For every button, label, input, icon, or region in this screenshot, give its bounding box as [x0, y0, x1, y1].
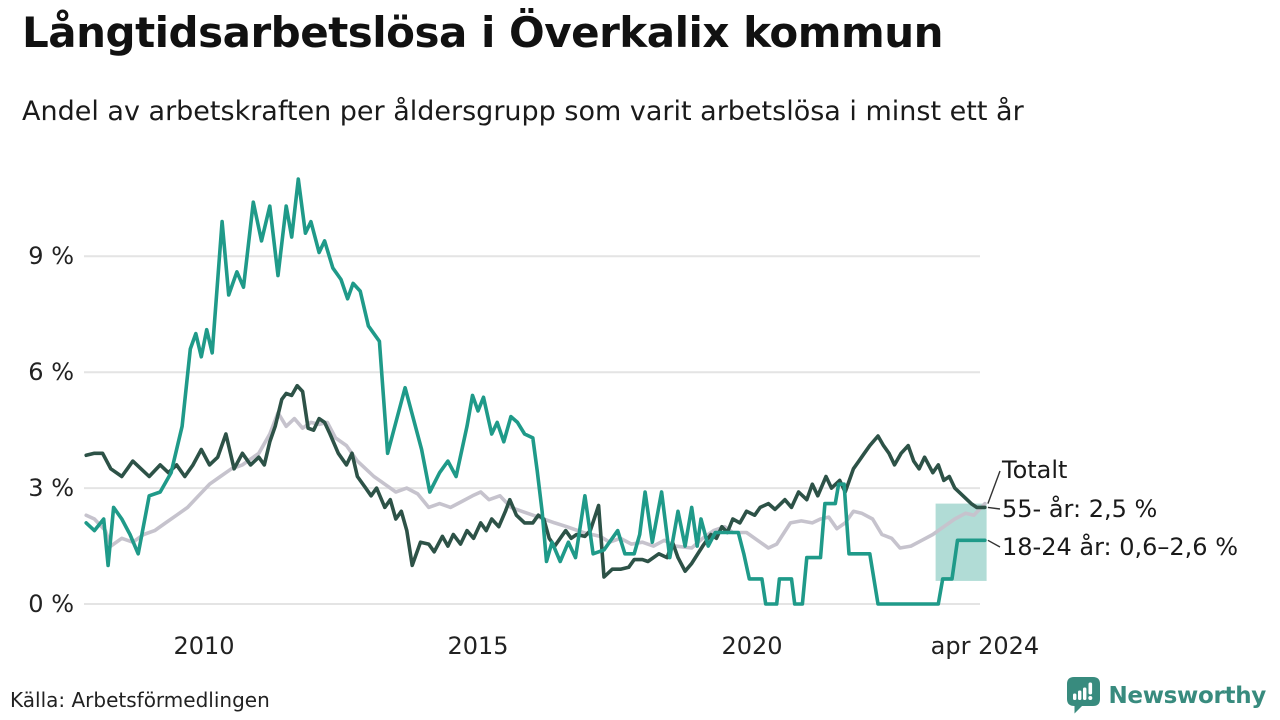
page-subtitle: Andel av arbetskraften per åldersgrupp s…	[22, 96, 1024, 127]
y-axis-tick-3: 3 %	[28, 474, 74, 503]
annotation-total: Totalt	[1002, 456, 1068, 484]
annotation-18-24: 18-24 år: 0,6–2,6 %	[1002, 533, 1239, 561]
y-axis-tick-0: 0 %	[28, 590, 74, 618]
annotation-connector-55plus	[987, 506, 1001, 510]
annotation-55plus: 55- år: 2,5 %	[1002, 495, 1158, 523]
x-axis-tick-2015: 2015	[447, 632, 509, 660]
annotation-connector-totalt	[987, 470, 1001, 504]
newsworthy-logo: Newsworthy	[1067, 677, 1266, 714]
x-axis-tick-apr-2024: apr 2024	[930, 632, 1040, 660]
y-axis-tick-9: 9 %	[28, 242, 74, 271]
series-line-18-24	[84, 177, 987, 606]
source-note: Källa: Arbetsförmedlingen	[10, 688, 270, 712]
newsworthy-wordmark: Newsworthy	[1108, 682, 1266, 709]
page-title: Långtidsarbetslösa i Överkalix kommun	[22, 8, 944, 57]
x-axis-tick-2020: 2020	[721, 632, 783, 660]
y-axis-tick-6: 6 %	[28, 358, 74, 387]
x-axis-tick-2010: 2010	[173, 632, 235, 660]
newsworthy-speech-bubble-chart-icon	[1067, 677, 1101, 714]
annotation-connector-18-24	[987, 539, 1001, 548]
